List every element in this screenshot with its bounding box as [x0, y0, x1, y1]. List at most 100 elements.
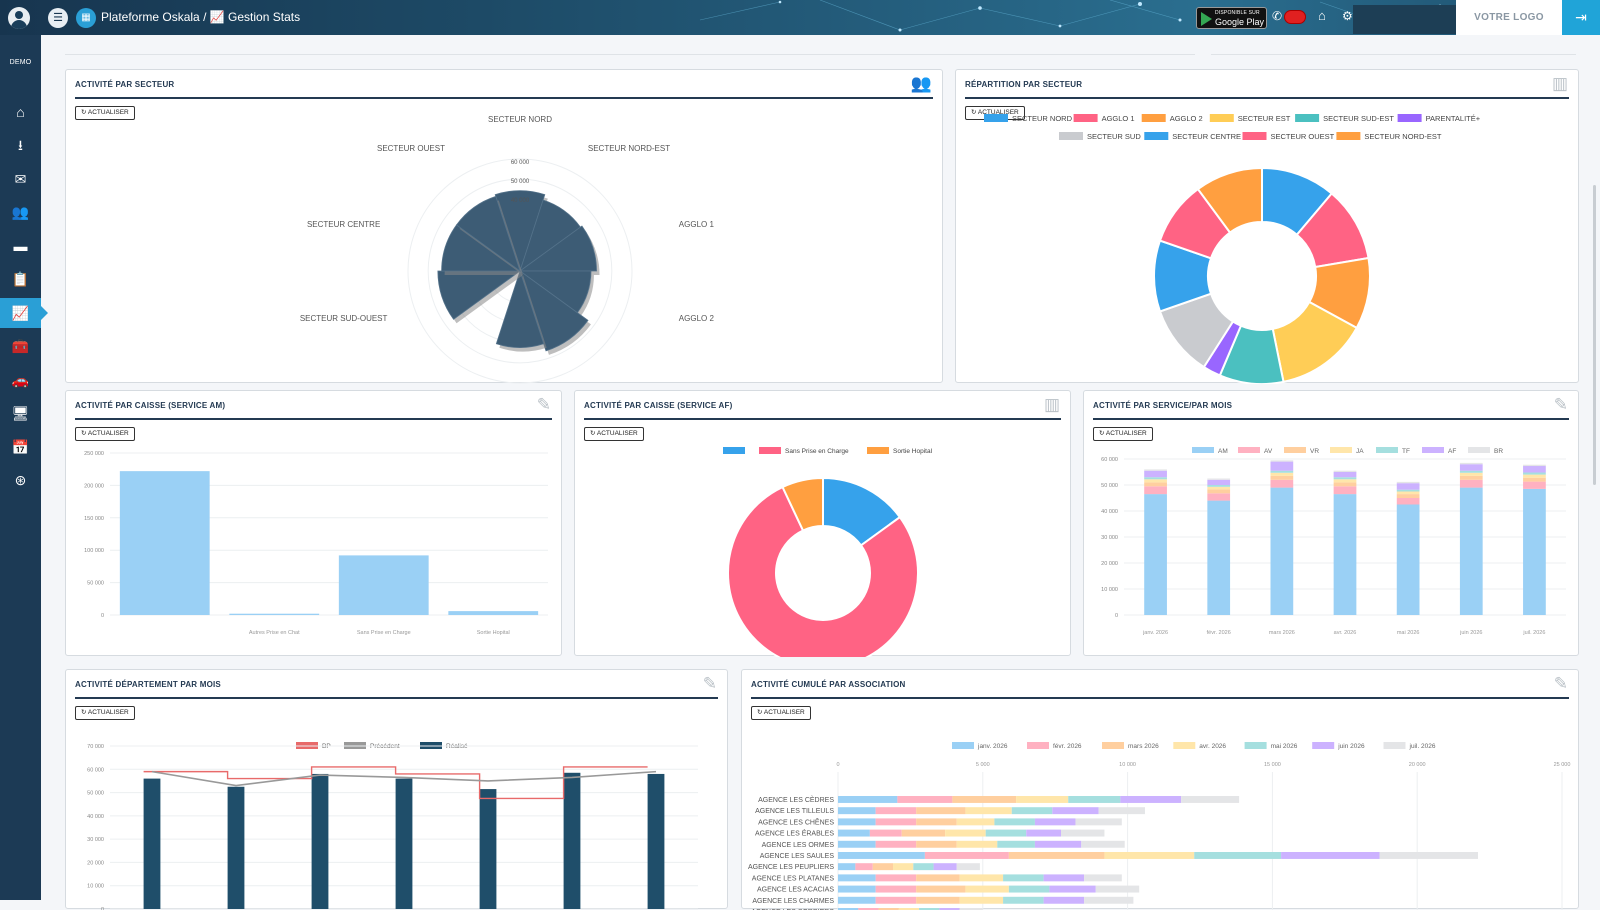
google-play-badge[interactable]: DISPONIBLE SUR Google Play	[1196, 7, 1267, 29]
card-departement-mois: ACTIVITÉ DÉPARTEMENT PAR MOIS ✎ ↻ ACTUAL…	[65, 669, 728, 910]
x-tick-label: mars 2026	[1269, 630, 1295, 636]
legend-label: SECTEUR NORD	[1012, 114, 1073, 123]
legend-label: PARENTALITÉ+	[1426, 114, 1481, 123]
x-tick-label: Sortie Hopital	[477, 630, 510, 636]
users-icon[interactable]: 👥	[11, 204, 30, 220]
legend-swatch	[1284, 447, 1306, 453]
polar-segment	[437, 270, 522, 320]
stacked-bar-segment	[1120, 796, 1182, 803]
stacked-bar-segment	[956, 840, 998, 848]
card-icon[interactable]: ▬	[13, 238, 28, 254]
y-category-label: AGENCE LES CHARMES	[752, 898, 834, 905]
legend-label: VR	[1310, 448, 1319, 455]
stacked-bar-segment	[1523, 464, 1546, 467]
legend-swatch	[723, 447, 745, 454]
legend-swatch	[1397, 114, 1422, 122]
legend-swatch	[984, 114, 1008, 122]
stacked-bar-segment	[897, 796, 953, 803]
stacked-bar-segment	[875, 807, 917, 815]
card-title: ACTIVITÉ PAR SECTEUR	[75, 80, 175, 89]
stacked-bar-segment	[1207, 485, 1231, 487]
account-banner	[1353, 5, 1456, 34]
stacked-bar-segment	[875, 885, 917, 893]
polar-tick-label: 50 000	[511, 179, 530, 185]
y-category-label: AGENCE LES ORMES	[762, 842, 835, 849]
gear-icon[interactable]: ⚙	[1342, 9, 1353, 23]
stacked-bar-segment	[1207, 486, 1231, 490]
legend-swatch	[1141, 114, 1166, 122]
y-tick-label: 0	[101, 613, 104, 619]
calendar-icon[interactable]: 📅	[11, 439, 30, 455]
refresh-button[interactable]: ↻ ACTUALISER	[1093, 427, 1153, 441]
precedent-line	[151, 770, 657, 787]
support-icon[interactable]: ⊛	[14, 472, 27, 488]
y-category-label: AGENCE LES CHÊNES	[758, 817, 834, 826]
legend-label: SECTEUR NORD-EST	[1364, 132, 1442, 141]
car-icon[interactable]: 🚗	[11, 372, 30, 388]
legend-label: SECTEUR SUD-EST	[1323, 114, 1394, 123]
card-activite-secteur: ACTIVITÉ PAR SECTEUR 👥 ↻ ACTUALISER 60 0…	[65, 69, 943, 384]
breadcrumb-root[interactable]: Plateforme Oskala	[101, 10, 200, 24]
x-tick-label: Autres Prise en Chat	[249, 630, 300, 636]
legend-swatch	[1144, 132, 1169, 140]
bar-chart: 250 000 200 000 150 000 100 000 50 000 0 Autre…	[84, 451, 548, 636]
stacked-bar-segment	[838, 852, 925, 859]
refresh-icon: ↻	[757, 709, 763, 716]
bar	[563, 772, 581, 909]
stacked-bar-segment	[1459, 487, 1483, 615]
stacked-bar-segment	[1333, 477, 1357, 480]
stacked-bar-segment	[1008, 852, 1105, 859]
user-avatar[interactable]	[8, 7, 30, 29]
y-category-label: AGENCE LES SAULES	[760, 853, 835, 860]
edit-icon: ✎	[536, 395, 551, 414]
phone-icon[interactable]: ✆	[1272, 9, 1283, 23]
x-tick-label: avr. 2026	[1334, 630, 1357, 636]
clipboard-icon[interactable]: 📋	[11, 271, 30, 287]
refresh-button[interactable]: ↻ ACTUALISER	[75, 427, 135, 441]
bp-line	[143, 766, 648, 800]
app-grid-icon[interactable]: ▦	[76, 8, 96, 28]
legend-label: AGGLO 1	[1102, 114, 1135, 123]
refresh-button[interactable]: ↻ ACTUALISER	[751, 706, 811, 720]
stacked-bar-segment	[916, 874, 960, 882]
menu-toggle-icon[interactable]: ☰	[48, 8, 68, 28]
home-icon[interactable]: ⌂	[1318, 8, 1326, 23]
stacked-bar-segment	[1459, 475, 1483, 480]
home-icon[interactable]: ⌂	[16, 104, 25, 120]
y-category-label: AGENCE LES PLATANES	[752, 875, 835, 882]
x-tick-label: Sans Prise en Charge	[357, 630, 411, 636]
polar-segment	[518, 225, 597, 272]
breadcrumb-page: Gestion Stats	[228, 10, 301, 24]
download-icon[interactable]: ⭳	[18, 137, 23, 153]
stacked-bar-segment	[1068, 796, 1121, 803]
status-toggle[interactable]	[1284, 10, 1306, 24]
refresh-button[interactable]: ↻ ACTUALISER	[75, 706, 135, 720]
polar-tick-label: 40 000	[511, 198, 530, 204]
mail-icon[interactable]: ✉	[14, 171, 27, 187]
page-scrollbar[interactable]	[1593, 185, 1596, 485]
polar-category-label: SECTEUR OUEST	[377, 144, 445, 153]
card-title: ACTIVITÉ PAR CAISSE (SERVICE AF)	[584, 401, 733, 410]
y-category-label: AGENCE LES ÉRABLES	[755, 829, 834, 838]
sidebar: DEMO ⌂ ⭳ ✉ 👥 ▬ 📋 📈 🧰 🚗 🖥 📅 ⊛	[0, 35, 48, 900]
stacked-bar-segment	[838, 818, 876, 826]
devices-icon[interactable]: 🖥	[11, 405, 30, 421]
y-tick-label: 200 000	[84, 483, 104, 489]
toolbox-icon[interactable]: 🧰	[11, 338, 30, 354]
refresh-icon: ↻	[81, 709, 87, 716]
stacked-bar-segment	[1379, 852, 1479, 859]
refresh-button[interactable]: ↻ ACTUALISER	[584, 427, 644, 441]
polar-category-label: AGGLO 1	[679, 220, 715, 229]
refresh-icon: ↻	[1099, 430, 1105, 437]
y-tick-label: 60 000	[87, 767, 104, 773]
refresh-button[interactable]: ↻ ACTUALISER	[75, 106, 135, 120]
legend-label: SECTEUR EST	[1238, 114, 1291, 123]
x-tick-label: mai 2026	[1397, 630, 1420, 636]
stacked-bar-segment	[1459, 472, 1483, 476]
y-category-label: AGENCE LES ACACIAS	[757, 887, 834, 894]
logout-icon[interactable]: ⇥	[1562, 0, 1600, 35]
stats-icon[interactable]: 📈	[0, 298, 48, 328]
legend-swatch	[1209, 114, 1234, 122]
stacked-bar-segment	[1523, 488, 1546, 615]
polar-segment	[456, 195, 521, 273]
